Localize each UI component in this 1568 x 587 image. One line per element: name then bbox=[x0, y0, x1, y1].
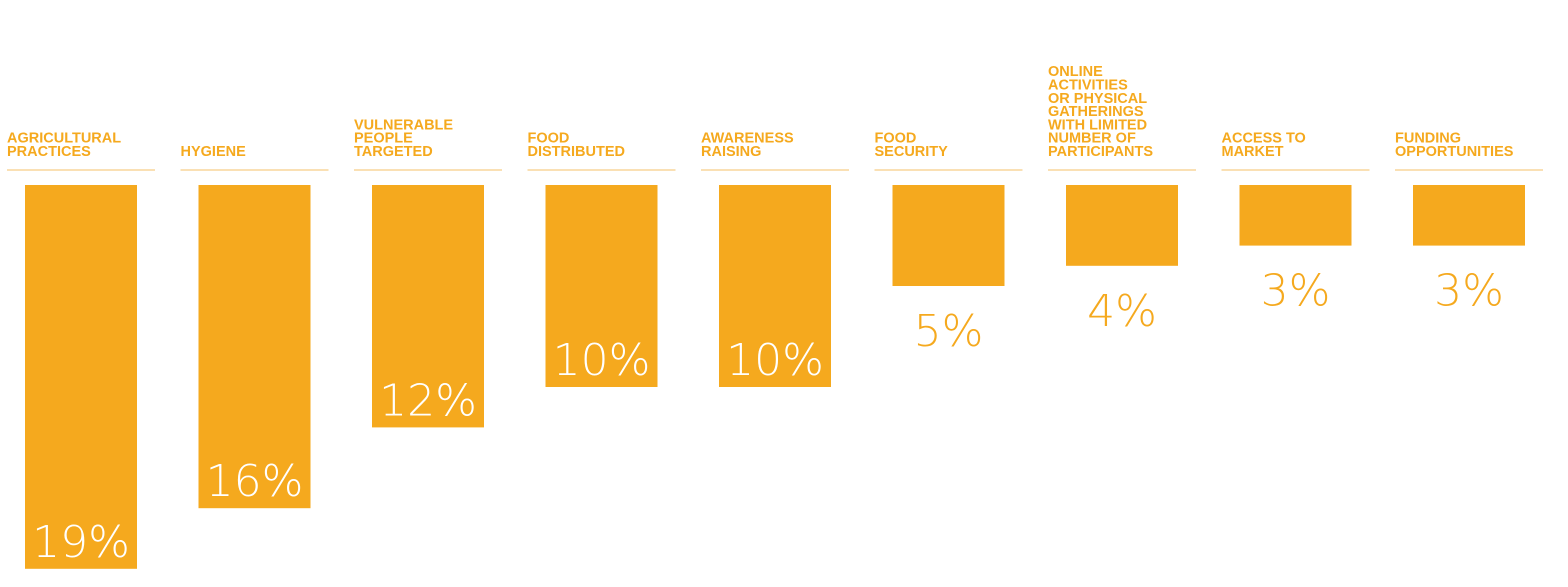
category-label: AGRICULTURAL PRACTICES bbox=[7, 131, 121, 160]
bar bbox=[1066, 185, 1178, 266]
bar bbox=[1413, 185, 1525, 246]
bar bbox=[893, 185, 1005, 286]
category-label: FUNDING OPPORTUNITIES bbox=[1395, 131, 1514, 160]
value-label: 4% bbox=[1087, 286, 1157, 337]
category-label: ACCESS TO MARKET bbox=[1222, 131, 1306, 160]
value-label: 19% bbox=[32, 517, 130, 568]
category-label: ONLINE ACTIVITIES OR PHYSICAL GATHERINGS WIT… bbox=[1048, 64, 1153, 160]
category-labels: AGRICULTURAL PRACTICES HYGIENE VULNERABLE PE… bbox=[7, 64, 1514, 160]
value-label: 10% bbox=[553, 335, 651, 386]
bar bbox=[25, 185, 137, 569]
value-label: 10% bbox=[726, 335, 824, 386]
category-label: FOOD DISTRIBUTED bbox=[528, 131, 625, 160]
category-label: FOOD SECURITY bbox=[875, 131, 949, 160]
value-label: 16% bbox=[206, 456, 304, 507]
value-label: 5% bbox=[914, 306, 984, 357]
value-label: 3% bbox=[1434, 266, 1504, 317]
value-label: 12% bbox=[379, 375, 477, 426]
category-label: HYGIENE bbox=[181, 144, 247, 160]
category-label: AWARENESS RAISING bbox=[701, 131, 794, 160]
value-label: 3% bbox=[1261, 266, 1331, 317]
category-label: VULNERABLE PEOPLE TARGETED bbox=[354, 117, 453, 160]
bar bbox=[1240, 185, 1352, 246]
